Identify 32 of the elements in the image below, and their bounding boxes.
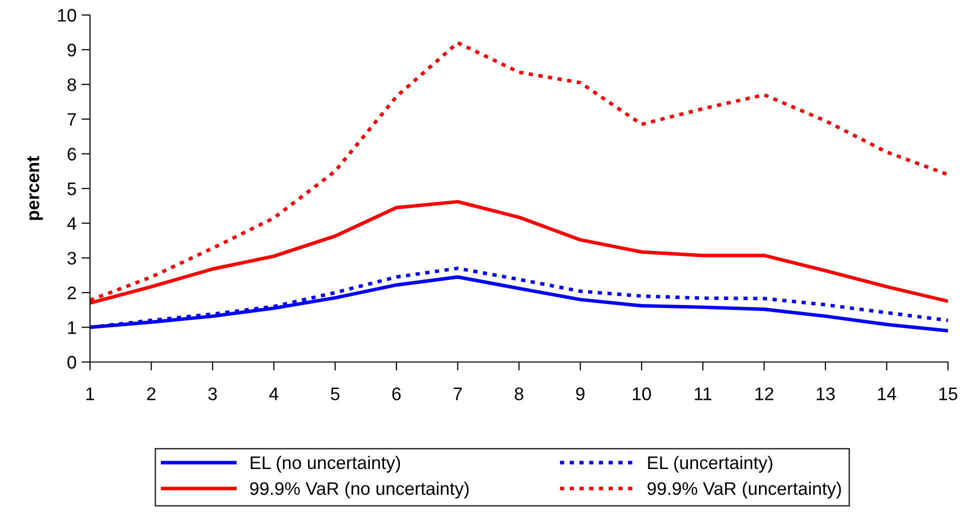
y-tick-label: 1 [68, 321, 76, 334]
legend-label: 99.9% VaR (no uncertainty) [250, 482, 469, 499]
x-tick-label: 14 [878, 388, 896, 400]
x-tick-label: 7 [454, 388, 462, 400]
y-axis-title: percent [27, 156, 43, 220]
y-tick-label: 5 [67, 182, 76, 196]
y-tick-label: 8 [68, 78, 76, 92]
x-tick-label: 13 [816, 387, 835, 400]
legend-label: 99.9% VaR (uncertainty) [648, 482, 841, 499]
y-tick-label: 3 [67, 252, 76, 265]
x-tick-label: 3 [208, 387, 217, 400]
line-series [90, 41, 948, 302]
y-tick-label: 2 [68, 286, 76, 300]
y-tick-label: 0 [67, 356, 76, 369]
y-tick-label: 10 [58, 8, 76, 22]
x-tick-label: 5 [330, 388, 340, 400]
x-tick-label: 10 [632, 387, 651, 400]
x-tick-label: 6 [392, 387, 401, 400]
x-tick-label: 12 [755, 387, 774, 400]
y-tick-label: 4 [67, 217, 76, 230]
x-tick-label: 1 [86, 388, 94, 400]
x-tick-label: 8 [514, 387, 524, 400]
x-tick-label: 4 [269, 388, 278, 400]
legend-label: EL (no uncertainty) [250, 456, 400, 473]
x-tick-label: 9 [576, 387, 584, 400]
legend-label: EL (uncertainty) [648, 456, 772, 473]
x-tick-label: 2 [147, 387, 156, 400]
x-tick-label: 11 [694, 388, 712, 400]
y-tick-label: 7 [68, 113, 76, 126]
y-tick-label: 6 [68, 148, 76, 161]
x-tick-label: 15 [939, 388, 958, 400]
y-tick-label: 9 [68, 44, 76, 56]
